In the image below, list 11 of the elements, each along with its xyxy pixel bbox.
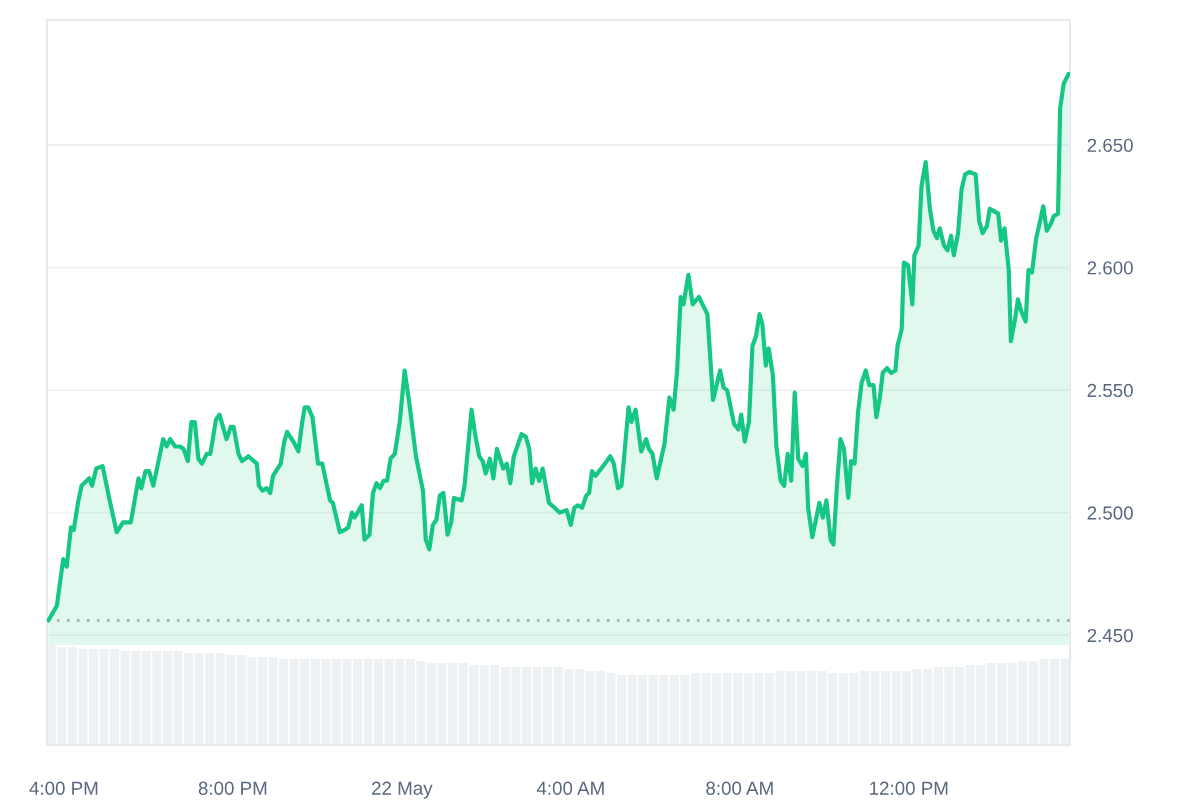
x-tick-label: 12:00 PM — [870, 781, 948, 795]
x-tick-label: 8:00 AM — [706, 781, 773, 795]
x-tick-label: 22 May — [372, 781, 433, 799]
y-tick-label: 2.600 — [1087, 261, 1133, 275]
y-tick-label: 2.550 — [1087, 383, 1133, 398]
x-tick-label: 8:00 PM — [198, 781, 267, 795]
y-tick-label: 2.500 — [1087, 506, 1133, 520]
x-tick-label: 4:00 AM — [536, 781, 604, 795]
y-tick-label: 2.450 — [1087, 628, 1133, 643]
y-tick-label: 2.650 — [1087, 138, 1133, 152]
x-tick-label: 4:00 PM — [29, 781, 98, 795]
